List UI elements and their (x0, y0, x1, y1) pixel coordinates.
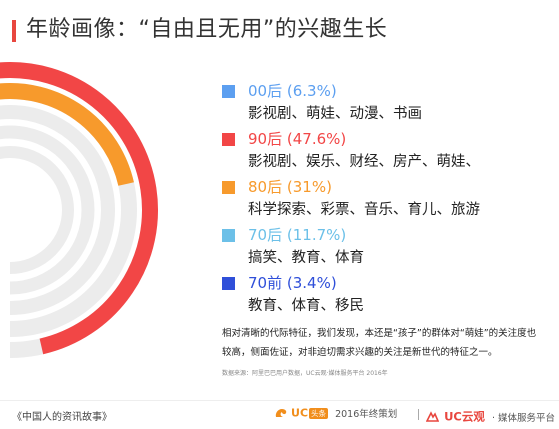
legend-swatch (222, 181, 235, 194)
uc-logo-text: UC (291, 406, 309, 420)
page-title: 年龄画像：“自由且无用”的兴趣生长 (26, 17, 388, 42)
legend-group-name: 90后 (248, 130, 283, 148)
year-end-campaign: 2016年终策划 (335, 409, 398, 420)
legend-item: 00后 (6.3%) 影视剧、萌娃、动漫、书画 (222, 80, 552, 128)
data-source: 数据来源：阿里巴巴用户数据，UC云观·媒体服务平台 2016年 (222, 370, 388, 377)
track-70后 (0, 105, 115, 315)
legend-interests: 影视剧、娱乐、财经、房产、萌娃、 (248, 154, 480, 170)
legend-group-name: 80后 (248, 178, 283, 196)
uc-yunguan-logo: UC云观 · 媒体服务平台 (426, 406, 556, 424)
bar-90后 (0, 62, 158, 355)
legend-percent: (6.3%) (286, 82, 337, 100)
legend-interests: 科学探索、彩票、音乐、育儿、旅游 (248, 202, 480, 218)
toutiao-badge: 头条 (309, 407, 329, 419)
title-accent-bar (12, 20, 16, 42)
footer-divider (0, 400, 559, 401)
legend-item: 70后 (11.7%) 搞笑、教育、体育 (222, 224, 552, 272)
footer-book-title: 《中国人的资讯故事》 (12, 412, 112, 423)
legend-item: 70前 (3.4%) 教育、体育、移民 (222, 272, 552, 320)
uc-toutiao-logo: UC 头条 2016年终策划 (274, 406, 397, 422)
legend-swatch (222, 85, 235, 98)
legend-label: 80后 (31%) (248, 176, 332, 198)
footer-separator (418, 409, 419, 420)
chart-legend: 00后 (6.3%) 影视剧、萌娃、动漫、书画 90后 (47.6%) 影视剧、娱乐、… (222, 80, 552, 320)
radial-bar-chart (0, 62, 158, 358)
chart-bars (0, 62, 158, 355)
media-platform-text: · 媒体服务平台 (491, 412, 556, 424)
legend-label: 70前 (3.4%) (248, 272, 337, 294)
legend-label: 90后 (47.6%) (248, 128, 346, 150)
squirrel-icon (275, 409, 287, 417)
yunguan-text: UC云观 (444, 409, 485, 424)
track-00后 (0, 125, 95, 295)
legend-swatch (222, 133, 235, 146)
legend-label: 70后 (11.7%) (248, 224, 346, 246)
legend-interests: 搞笑、教育、体育 (248, 250, 364, 266)
legend-item: 90后 (47.6%) 影视剧、娱乐、财经、房产、萌娃、 (222, 128, 552, 176)
insight-note: 相对清晰的代际特征，我们发现，本还是“孩子”的群体对“萌娃”的关注度也较高，侧面… (222, 328, 537, 358)
legend-percent: (31%) (286, 178, 332, 196)
bar-80后 (0, 83, 134, 186)
legend-group-name: 70前 (248, 274, 283, 292)
legend-interests: 影视剧、萌娃、动漫、书画 (248, 106, 422, 122)
legend-label: 00后 (6.3%) (248, 80, 337, 102)
legend-item: 80后 (31%) 科学探索、彩票、音乐、育儿、旅游 (222, 176, 552, 224)
legend-percent: (3.4%) (286, 274, 337, 292)
legend-percent: (11.7%) (286, 226, 347, 244)
legend-group-name: 00后 (248, 82, 283, 100)
legend-swatch (222, 277, 235, 290)
track-70前 (0, 146, 74, 274)
legend-interests: 教育、体育、移民 (248, 298, 364, 314)
legend-percent: (47.6%) (286, 130, 347, 148)
legend-swatch (222, 229, 235, 242)
legend-group-name: 70后 (248, 226, 283, 244)
yunguan-icon (426, 411, 439, 422)
